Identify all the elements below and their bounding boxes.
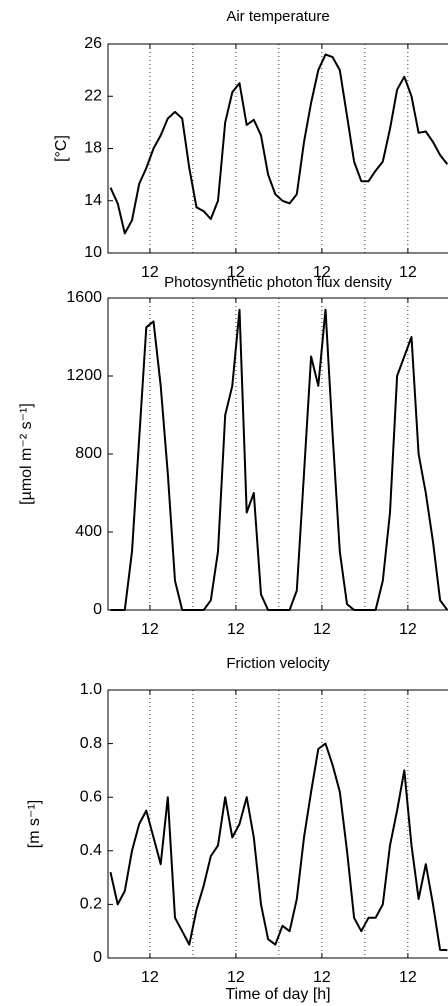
y-tick-label: 400 [75, 523, 102, 540]
y-tick-label: 0 [93, 949, 102, 966]
plot-frame [107, 43, 448, 254]
y-tick-label: 0.8 [80, 735, 102, 752]
chart-title: Friction velocity [226, 655, 330, 672]
x-tick-label: 12 [227, 621, 245, 638]
data-line [110, 308, 448, 611]
x-tick-label: 12 [227, 264, 245, 281]
y-tick-label: 26 [84, 35, 102, 52]
x-tick-label: 12 [313, 264, 331, 281]
y-axis-label: [°C] [53, 135, 70, 162]
x-tick-label: 12 [313, 621, 331, 638]
y-tick-label: 1600 [66, 289, 102, 306]
y-tick-label: 0 [93, 601, 102, 618]
y-tick-label: 22 [84, 87, 102, 104]
y-tick-label: 800 [75, 445, 102, 462]
y-tick-label: 18 [84, 140, 102, 157]
data-line [109, 53, 448, 235]
chart-title: Air temperature [226, 8, 329, 25]
x-tick-label: 12 [399, 264, 417, 281]
y-tick-label: 1.0 [80, 681, 102, 698]
data-line [109, 742, 448, 951]
x-tick-label: 12 [141, 969, 159, 986]
y-tick-label: 0.6 [80, 788, 102, 805]
x-tick-label: 12 [227, 969, 245, 986]
y-tick-label: 10 [84, 244, 102, 261]
chart-title: Photosynthetic photon flux density [164, 274, 392, 291]
x-tick-label: 12 [399, 969, 417, 986]
y-tick-label: 0.4 [80, 842, 102, 859]
x-axis-label: Time of day [h] [225, 986, 330, 1003]
y-axis-label: [µmol m⁻² s⁻¹] [18, 403, 35, 505]
y-axis-label: [m s⁻¹] [26, 800, 43, 848]
y-tick-label: 0.2 [80, 896, 102, 913]
plot-frame [107, 689, 448, 959]
x-tick-label: 12 [141, 264, 159, 281]
x-tick-label: 12 [141, 621, 159, 638]
plot-frame [107, 297, 448, 611]
x-tick-label: 12 [399, 621, 417, 638]
y-tick-label: 1200 [66, 367, 102, 384]
x-tick-label: 12 [313, 969, 331, 986]
y-tick-label: 14 [84, 192, 102, 209]
